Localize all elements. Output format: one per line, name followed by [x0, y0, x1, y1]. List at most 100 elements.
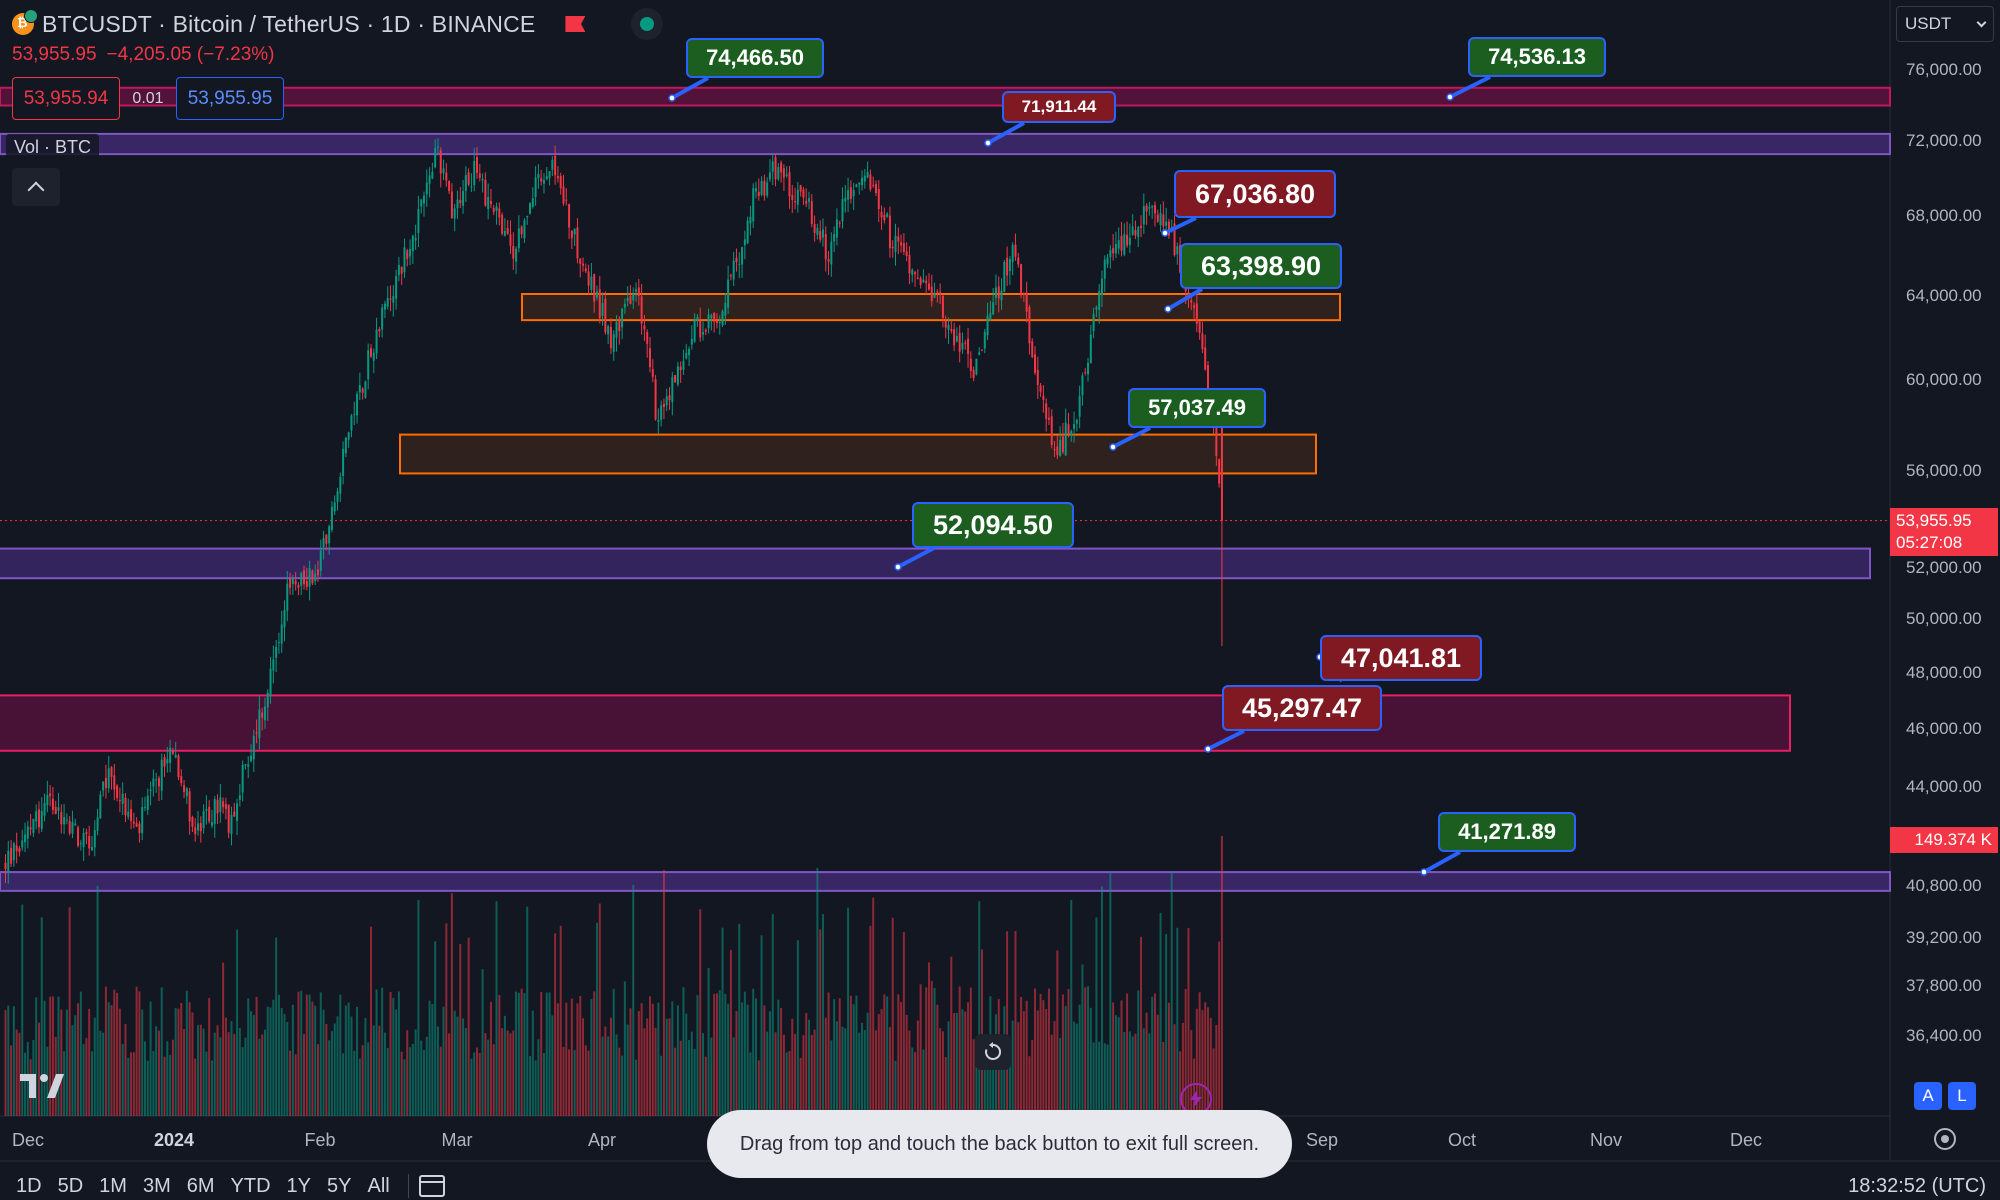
time-tick: Dec [1729, 1130, 1763, 1150]
range-all[interactable]: All [367, 1174, 390, 1197]
calendar-icon[interactable] [418, 1175, 445, 1197]
volume-bar [37, 1022, 40, 1116]
range-1d[interactable]: 1D [16, 1174, 42, 1197]
volume-bar [425, 1036, 428, 1116]
candle-body [551, 159, 554, 170]
candle-body [517, 228, 520, 249]
reset-chart-button[interactable] [975, 1034, 1011, 1070]
price-callout[interactable]: 71,911.44 [1002, 91, 1116, 123]
volume-bar [1070, 899, 1073, 1116]
gear-icon[interactable] [1934, 1128, 1956, 1150]
candle-body [1095, 307, 1098, 310]
volume-bar [710, 1037, 713, 1116]
volume-bar [381, 987, 384, 1116]
range-5y[interactable]: 5Y [327, 1174, 352, 1197]
range-3m[interactable]: 3M [142, 1174, 171, 1197]
buy-button[interactable]: 53,955.95 [176, 77, 284, 120]
volume-bar [760, 935, 763, 1116]
volume-bar [1109, 872, 1112, 1116]
price-callout[interactable]: 74,466.50 [686, 38, 824, 78]
range-1y[interactable]: 1Y [286, 1174, 312, 1197]
volume-bar [1134, 1033, 1137, 1116]
price-callout[interactable]: 52,094.50 [912, 502, 1074, 548]
candle-body [1006, 257, 1009, 276]
volume-bar [582, 1018, 585, 1116]
chart-overlay [668, 75, 1491, 876]
price-callout[interactable]: 57,037.49 [1128, 388, 1266, 428]
candle-body [1153, 204, 1156, 214]
price-callout[interactable]: 67,036.80 [1174, 170, 1336, 218]
volume-bar [40, 917, 43, 1116]
range-1m[interactable]: 1M [99, 1174, 127, 1197]
utc-clock[interactable]: 18:32:52 (UTC) [1848, 1175, 1986, 1197]
volume-bar [562, 1046, 565, 1116]
candle-body [1165, 221, 1168, 226]
candle-body [1176, 246, 1179, 255]
volume-bar [955, 1012, 958, 1116]
candle-body [902, 243, 905, 252]
candle-body [827, 259, 830, 262]
price-callout[interactable]: 47,041.81 [1320, 635, 1482, 681]
price-callout[interactable]: 74,536.13 [1468, 37, 1606, 77]
auto-scale-button[interactable]: A [1914, 1082, 1942, 1110]
volume-bar [49, 996, 52, 1116]
candle-body [861, 177, 864, 186]
candle-body [693, 319, 696, 342]
candle-body [888, 215, 891, 249]
volume-bar [1022, 1011, 1025, 1116]
tradingview-logo[interactable] [18, 1072, 66, 1100]
range-ytd[interactable]: YTD [230, 1174, 271, 1197]
volume-bar [766, 1031, 769, 1116]
volume-bar [266, 1006, 269, 1116]
volume-legend[interactable]: Vol · BTC [6, 134, 100, 160]
candle-body [682, 360, 685, 370]
candle-body [1059, 439, 1062, 457]
candle-body [559, 175, 562, 189]
volume-bar [1011, 1020, 1014, 1116]
volume-bar [877, 1014, 880, 1116]
range-5d[interactable]: 5D [57, 1174, 84, 1197]
volume-bar [785, 1052, 788, 1116]
candle-body [749, 216, 752, 224]
log-scale-button[interactable]: L [1948, 1082, 1976, 1110]
volume-bar [551, 1015, 554, 1116]
candle-body [102, 781, 105, 791]
volume-bar [755, 998, 758, 1116]
candle-body [116, 785, 119, 798]
volume-bar [542, 1053, 545, 1116]
range-6m[interactable]: 6M [186, 1174, 215, 1197]
candle-body [230, 814, 233, 835]
candle-body [208, 806, 211, 822]
volume-bar [157, 1030, 160, 1116]
candle-body [283, 610, 286, 628]
candle-body [1114, 244, 1117, 254]
flag-icon[interactable] [565, 16, 586, 32]
currency-select[interactable]: USDT [1896, 6, 1994, 42]
volume-bar [1056, 950, 1059, 1116]
candle-body [609, 326, 612, 349]
volume-bar [46, 1046, 49, 1116]
price-callout[interactable]: 63,398.90 [1180, 243, 1342, 289]
candle-body [289, 579, 292, 588]
symbol-header[interactable]: ₿ BTCUSDT · Bitcoin / TetherUS · 1D · BI… [12, 8, 664, 40]
volume-tag: 149.374 K [1890, 827, 1998, 853]
volume-bar [1053, 1021, 1056, 1116]
volume-bar [1081, 964, 1084, 1116]
collapse-legend-button[interactable] [12, 168, 60, 206]
price-callout[interactable]: 45,297.47 [1222, 685, 1382, 731]
volume-bar [90, 1051, 93, 1116]
candle-body [436, 146, 439, 148]
volume-bar [467, 937, 470, 1116]
volume-bar [1045, 1008, 1048, 1116]
candle-body [210, 821, 213, 826]
volume-bar [713, 993, 716, 1116]
price-callout[interactable]: 41,271.89 [1438, 812, 1576, 852]
symbol-title[interactable]: BTCUSDT · Bitcoin / TetherUS · 1D · BINA… [42, 10, 536, 37]
candle-body [1103, 259, 1106, 279]
sell-button[interactable]: 53,955.94 [12, 77, 120, 120]
candle-body [593, 274, 596, 302]
market-status-button[interactable] [631, 8, 664, 40]
volume-bar [724, 994, 727, 1116]
volume-bar [1117, 1017, 1120, 1116]
